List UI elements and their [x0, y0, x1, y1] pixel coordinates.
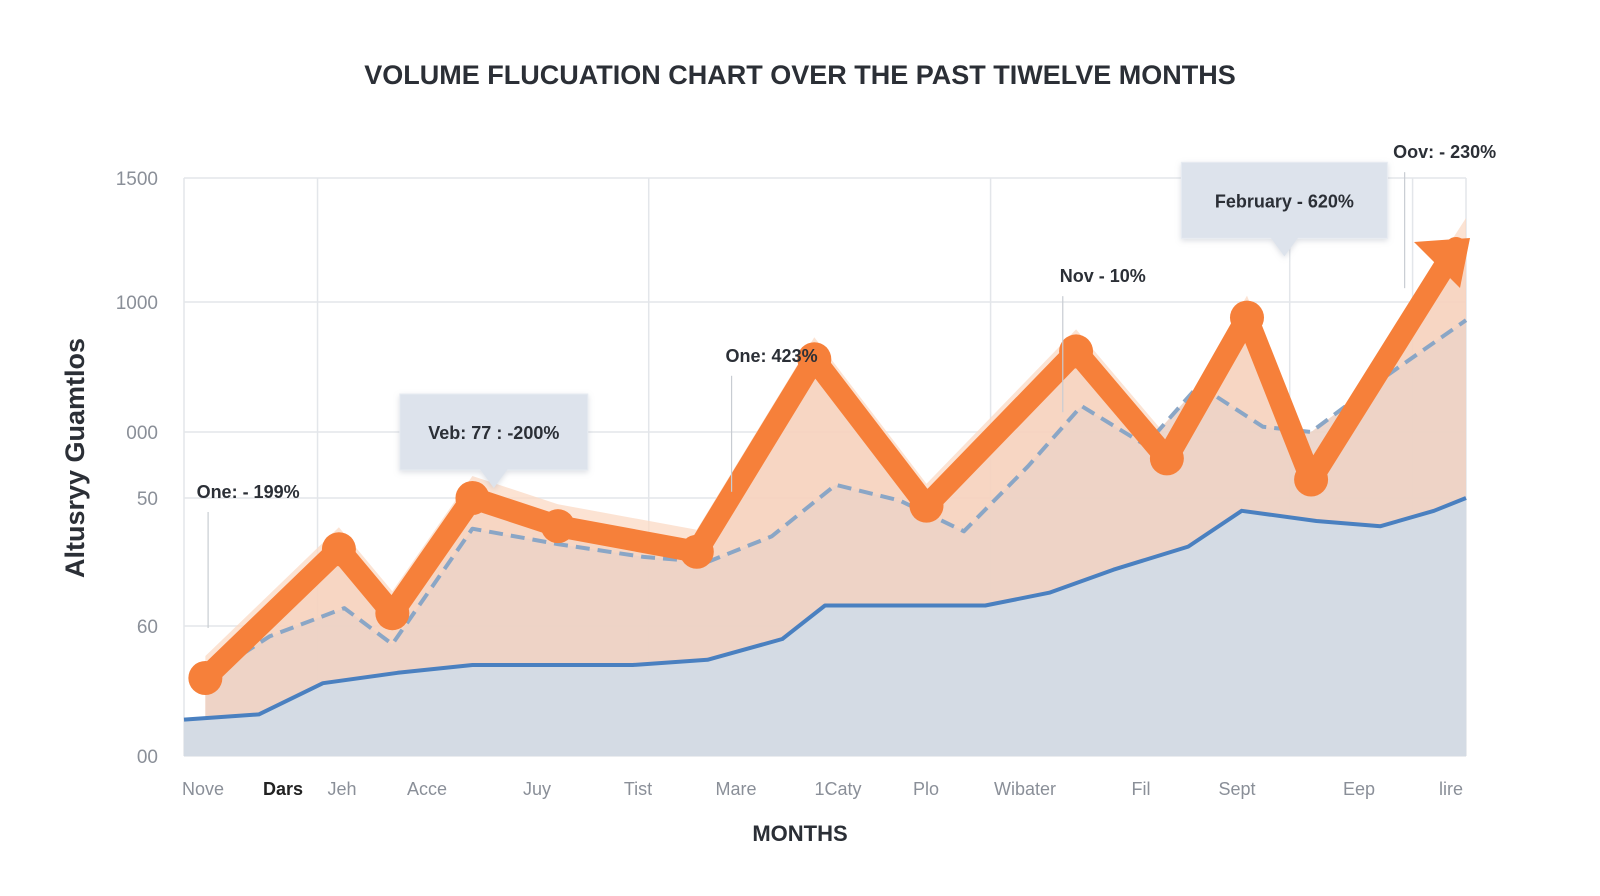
- x-tick-label: Tist: [624, 779, 652, 799]
- x-tick-label: Plo: [913, 779, 939, 799]
- annotation-label: One: 423%: [726, 346, 818, 366]
- y-tick-label: 50: [137, 489, 158, 510]
- x-tick-label: Fil: [1132, 779, 1151, 799]
- annotation-label: Oov: - 230%: [1393, 142, 1496, 162]
- y-tick-label: 000: [126, 423, 158, 444]
- orange-data-point-5: [679, 534, 714, 569]
- annotation-label: February - 620%: [1215, 191, 1354, 211]
- orange-data-point-4: [540, 509, 575, 544]
- orange-data-point-11: [1294, 462, 1329, 497]
- x-tick-label: Wibater: [994, 779, 1056, 799]
- x-tick-label: 1Caty: [814, 779, 861, 799]
- orange-data-point-6: [797, 342, 832, 377]
- y-tick-label: 60: [137, 617, 158, 638]
- labels: VOLUME FLUCUATION CHART OVER THE PAST TI…: [60, 60, 1463, 846]
- x-tick-label: Nove: [182, 779, 224, 799]
- annotation-label: Veb: 77 : -200%: [428, 423, 559, 443]
- x-tick-label: Mare: [715, 779, 756, 799]
- orange-data-point-10: [1229, 300, 1264, 335]
- annotation-label: One: - 199%: [197, 482, 300, 502]
- y-tick-label: 1000: [116, 293, 158, 314]
- x-tick-label: Sept: [1218, 779, 1255, 799]
- x-tick-label: Jeh: [327, 779, 356, 799]
- series-lines: [183, 237, 1470, 722]
- x-axis-title: MONTHS: [752, 821, 847, 846]
- callout-pointer: [479, 469, 508, 488]
- orange-data-point-3: [455, 481, 490, 515]
- chart-title: VOLUME FLUCUATION CHART OVER THE PAST TI…: [364, 60, 1235, 90]
- orange-data-point-2: [375, 596, 410, 631]
- y-axis-title: Altusryy Guamtlos: [60, 338, 90, 578]
- x-tick-label: Juy: [523, 779, 551, 799]
- annotation-callout-4: [1180, 161, 1388, 257]
- orange-data-point-7: [909, 488, 944, 523]
- orange-data-point-8: [1059, 334, 1094, 369]
- annotations: One: - 199% Veb: 77 : -200% One: 423% Nov -…: [197, 142, 1496, 628]
- area-fills: [184, 218, 1466, 756]
- y-tick-label: 1500: [116, 169, 158, 190]
- orange-data-point-9: [1149, 441, 1184, 476]
- callout-pointer: [1270, 237, 1299, 257]
- orange-data-point-0: [188, 661, 223, 695]
- y-tick-label: 00: [137, 747, 158, 768]
- arrow-head: [1414, 238, 1470, 288]
- blue-series-line: [183, 496, 1467, 722]
- annotation-label: Nov - 10%: [1060, 266, 1146, 286]
- x-tick-label: Acce: [407, 779, 447, 799]
- annotation-callout-1: [399, 393, 589, 488]
- dashed-series-line: [204, 318, 1468, 680]
- callout-box: [399, 393, 589, 471]
- blue-area-fill: [184, 498, 1466, 756]
- orange-data-point-1: [321, 532, 356, 567]
- x-tick-label: Eep: [1343, 779, 1375, 799]
- x-tick-label: lire: [1439, 779, 1463, 799]
- x-tick-label: Dars: [263, 779, 303, 799]
